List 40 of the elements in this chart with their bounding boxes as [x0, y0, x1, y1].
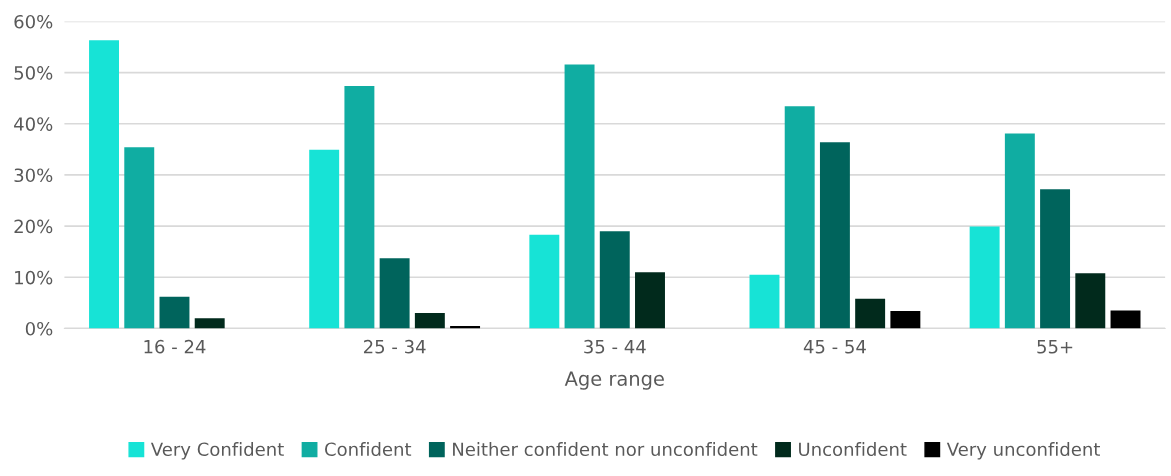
y-tick-label: 0% — [25, 321, 53, 336]
bar — [344, 85, 375, 329]
bar — [890, 311, 921, 329]
x-tick-label: 25 - 34 — [363, 339, 426, 354]
bar — [819, 142, 850, 329]
legend-label: Unconfident — [799, 442, 907, 457]
bar — [194, 318, 225, 329]
bar — [969, 226, 1000, 329]
y-tick-label: 30% — [14, 168, 53, 183]
bar — [599, 231, 630, 329]
x-tick-label: 16 - 24 — [144, 339, 206, 354]
bar — [564, 64, 595, 329]
bar — [784, 106, 815, 329]
y-tick-label: 20% — [14, 219, 53, 234]
legend-label: Very unconfident — [946, 442, 1100, 460]
y-tick-label: 10% — [15, 270, 53, 285]
bar — [124, 147, 155, 329]
bar — [749, 274, 780, 329]
legend-label: Confident — [325, 442, 412, 457]
bar — [1004, 133, 1035, 329]
bar — [1110, 310, 1141, 329]
x-tick-label: 45 - 54 — [803, 340, 866, 354]
bar — [89, 40, 119, 329]
y-tick-label: 60% — [14, 14, 53, 29]
x-tick-label: 35 - 44 — [584, 339, 646, 354]
bar — [635, 272, 665, 329]
legend-label: Very Confident — [150, 442, 284, 460]
bar — [855, 298, 886, 329]
bar — [529, 234, 560, 329]
bar — [379, 258, 410, 329]
y-tick-label: 40% — [14, 117, 53, 131]
y-tick-label: 50% — [14, 66, 53, 80]
bar — [1075, 273, 1106, 329]
bar — [414, 313, 445, 329]
x-tick-label: 55+ — [1037, 340, 1073, 354]
bar — [159, 296, 190, 329]
bar — [309, 149, 340, 329]
bar — [1040, 189, 1071, 329]
legend-label: Neither confident nor unconfident — [453, 442, 758, 457]
x-axis-title: Age range — [564, 371, 664, 390]
